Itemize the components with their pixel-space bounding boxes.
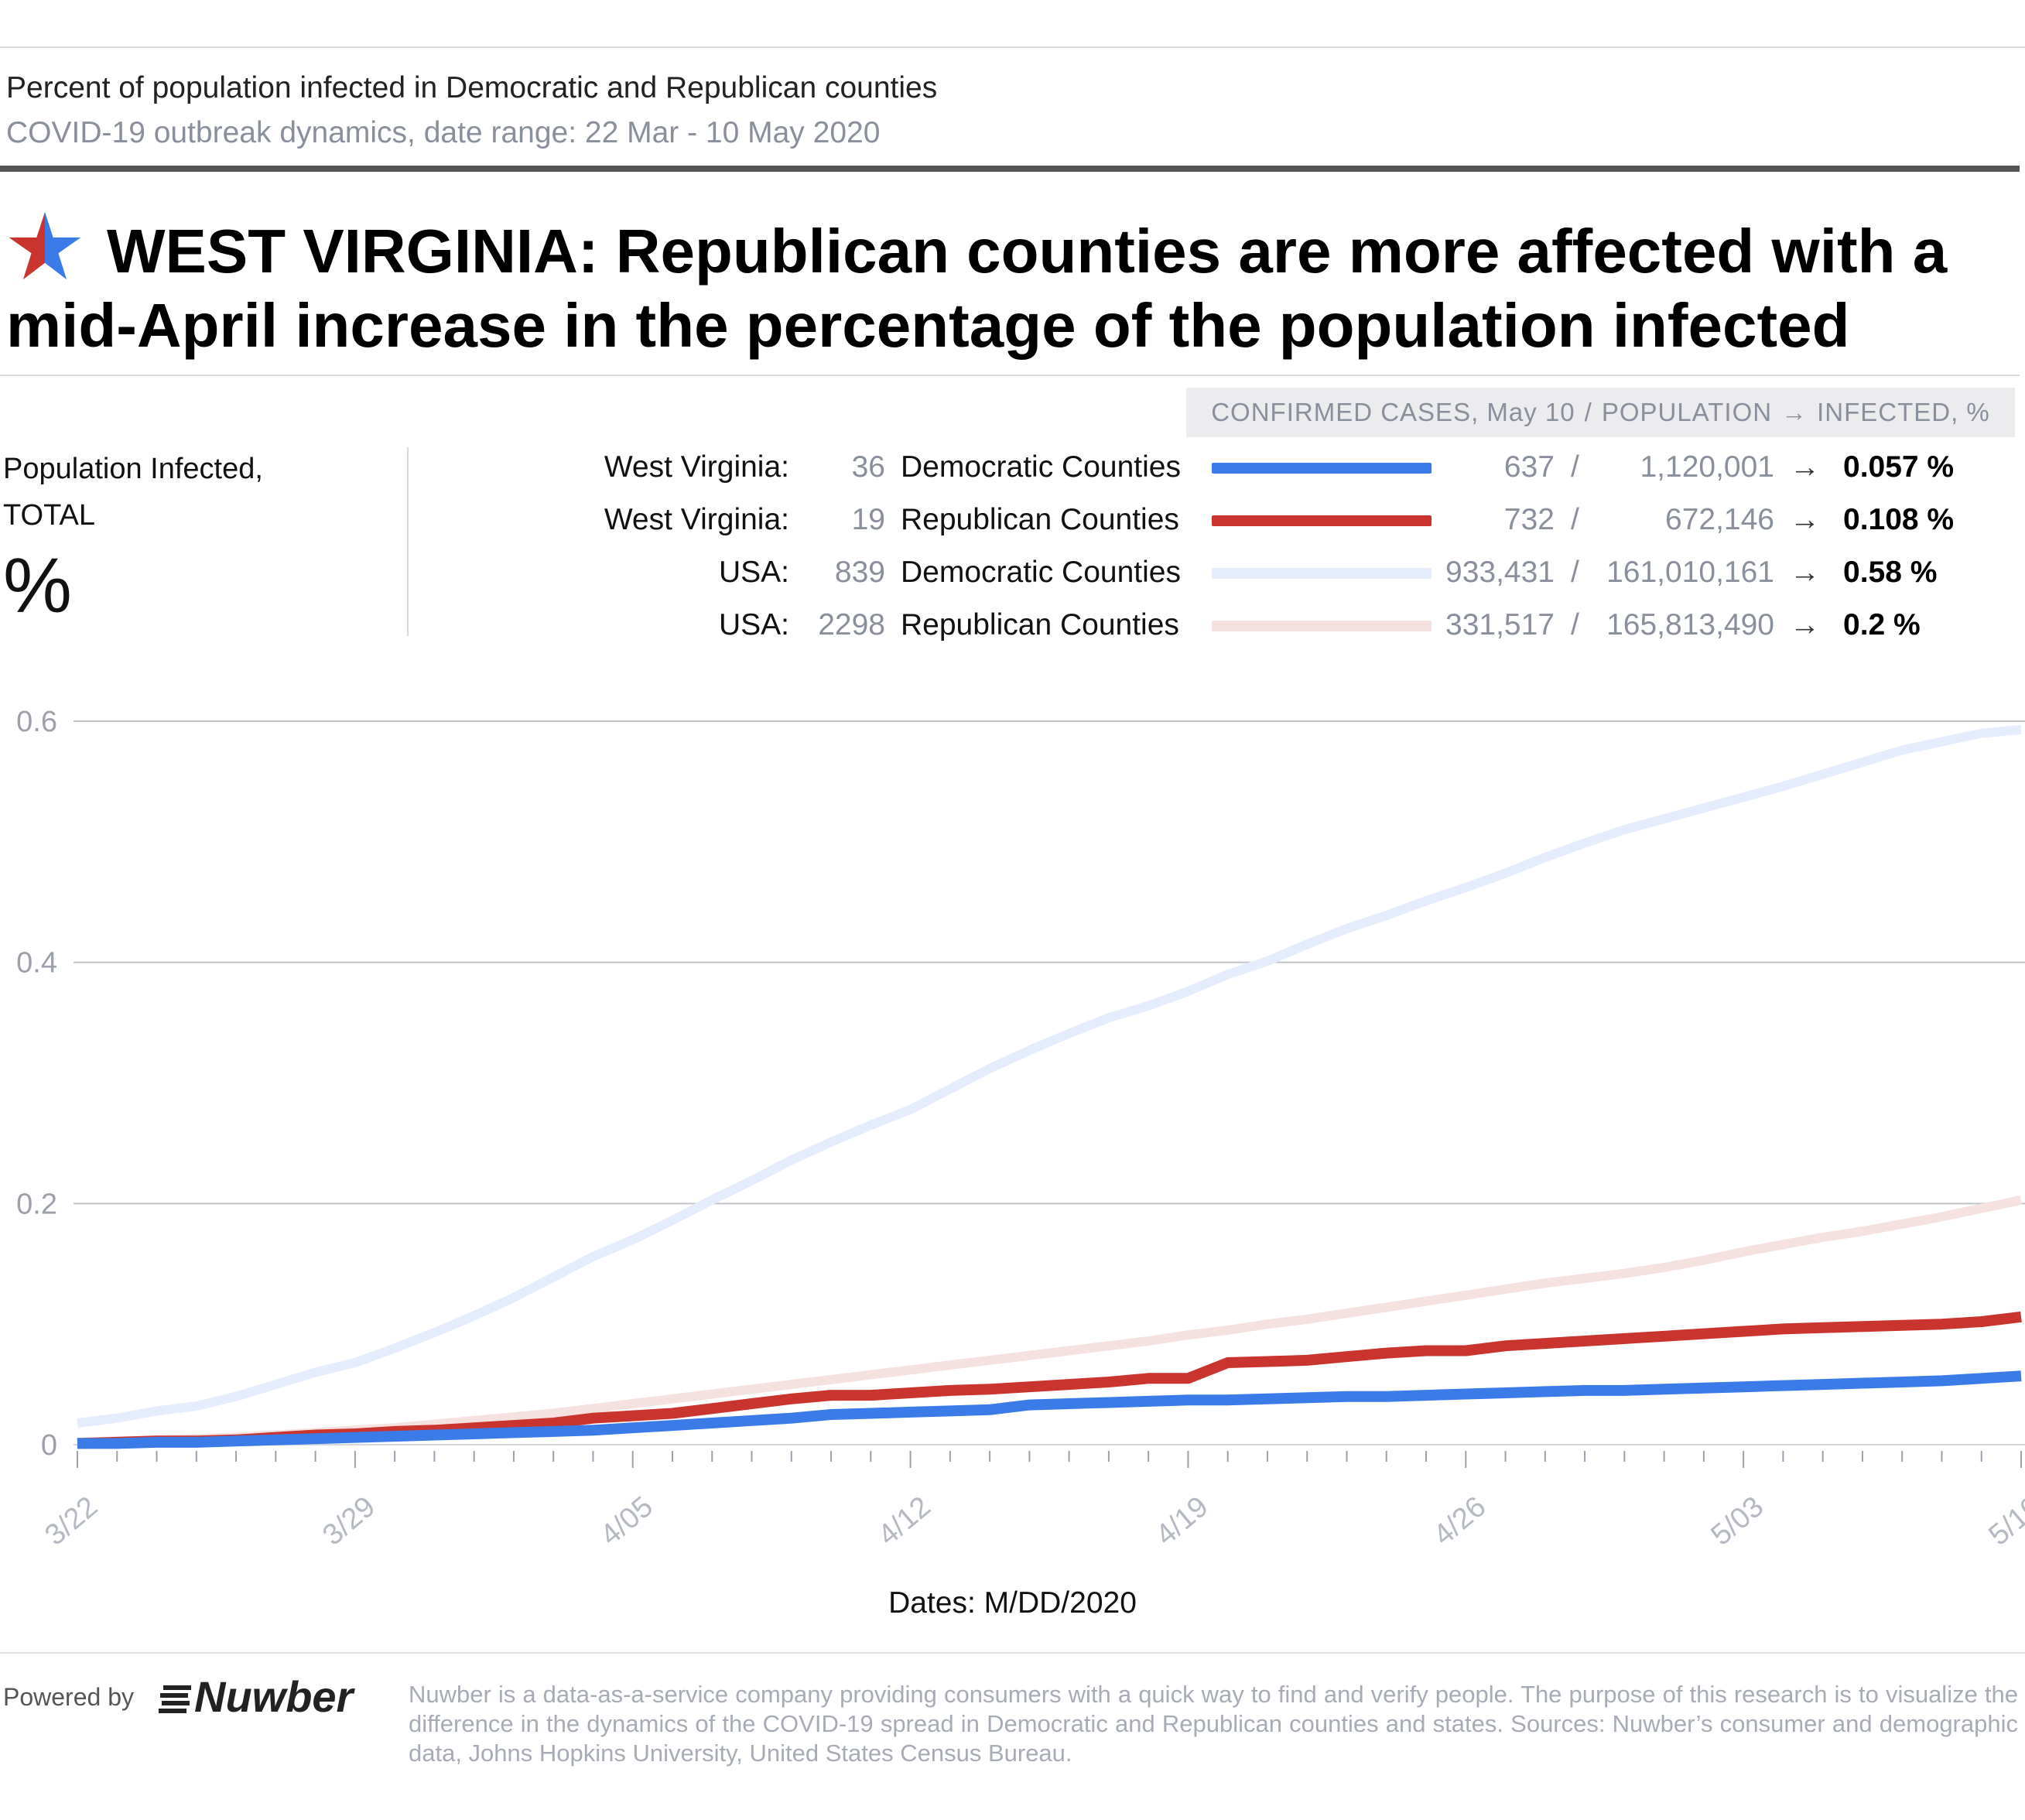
legend-row: West Virginia: 36 Democratic Counties 63… [0, 444, 2025, 491]
x-tick-label: 5/10 [1982, 1490, 2025, 1552]
headline-rule [0, 375, 2020, 376]
x-tick-label: 5/03 [1705, 1490, 1770, 1552]
series-line [77, 1311, 2022, 1449]
logo-bars-icon [159, 1685, 191, 1713]
legend-region: USA: [718, 556, 789, 589]
y-tick-label: 0.2 [16, 1188, 57, 1220]
logo-text: Nuwber [194, 1672, 354, 1721]
legend-infected: 0.2 % [1843, 608, 1921, 641]
legend-swatch [1212, 515, 1432, 526]
legend-header: CONFIRMED CASES, May 10 / POPULATION → I… [1186, 388, 2015, 437]
legend-slash: / [1571, 608, 1579, 641]
x-tick-label: 3/22 [39, 1490, 104, 1552]
legend-swatch [1212, 621, 1432, 631]
nuwber-logo: Nuwber [159, 1671, 353, 1722]
metric-label-line2: TOTAL [3, 499, 95, 532]
star-icon [9, 211, 81, 280]
y-tick-label: 0.4 [16, 947, 57, 980]
legend-population: 1,120,001 [1640, 450, 1774, 484]
legend-arrow: → [1790, 608, 1820, 641]
x-tick-label: 3/29 [316, 1490, 381, 1552]
legend-infected: 0.057 % [1843, 450, 1955, 484]
headline: WEST VIRGINIA: Republican counties are m… [6, 210, 1987, 363]
legend-county-count: 2298 [818, 608, 885, 641]
legend-row: USA: 2298 Republican Counties 331,517 / … [0, 602, 2025, 648]
legend-region: West Virginia: [604, 503, 789, 536]
panel-divider [407, 447, 409, 636]
legend-header-arrow: → [1781, 398, 1808, 426]
legend-slash: / [1571, 556, 1579, 589]
legend-swatch [1212, 463, 1432, 474]
legend-header-cases: CONFIRMED CASES, May 10 [1211, 398, 1575, 426]
x-tick-label: 4/19 [1150, 1490, 1215, 1552]
legend-county-count: 19 [851, 503, 885, 536]
legend-population: 165,813,490 [1606, 608, 1774, 641]
legend-arrow: → [1790, 556, 1820, 589]
legend-cases: 933,431 [1445, 556, 1555, 589]
legend-slash: / [1571, 503, 1579, 536]
legend-county-count: 36 [851, 450, 885, 484]
powered-by-label: Powered by [3, 1683, 134, 1711]
legend-cases: 637 [1503, 450, 1555, 484]
legend-population: 161,010,161 [1606, 556, 1774, 589]
legend-region: USA: [718, 608, 789, 641]
legend-infected: 0.58 % [1843, 556, 1938, 589]
x-tick-label: 4/05 [594, 1490, 659, 1552]
series-line [77, 1370, 2022, 1449]
header-rule [0, 166, 2020, 172]
footnote: Nuwber is a data-as-a-service company pr… [409, 1681, 2018, 1767]
legend-group: Democratic Counties [901, 556, 1181, 589]
legend-header-sep: / [1584, 398, 1592, 426]
legend-infected: 0.108 % [1843, 503, 1955, 536]
line-chart: 0 0.2 0.4 0.6 3/22 3/29 4/05 4/12 4/19 4/26 5/03 5/… [16, 706, 2025, 1552]
legend-slash: / [1571, 450, 1579, 484]
legend-group: Democratic Counties [901, 450, 1181, 484]
legend-swatch [1212, 568, 1432, 579]
headline-text: WEST VIRGINIA: Republican counties are m… [6, 217, 1948, 360]
y-tick-label: 0 [41, 1429, 57, 1462]
chart-subtitle: Percent of population infected in Democr… [6, 71, 938, 104]
date-range-text: COVID-19 outbreak dynamics, date range: … [6, 116, 881, 149]
legend-group: Republican Counties [901, 503, 1179, 536]
legend-header-infected: INFECTED, % [1817, 398, 1990, 426]
legend-arrow: → [1790, 450, 1820, 484]
legend-row: West Virginia: 19 Republican Counties 73… [0, 497, 2025, 543]
legend-cases: 331,517 [1445, 608, 1555, 641]
legend-row: USA: 839 Democratic Counties 933,431 / 1… [0, 549, 2025, 596]
legend-county-count: 839 [834, 556, 885, 589]
y-tick-label: 0.6 [16, 706, 57, 738]
x-tick-label: 4/26 [1428, 1490, 1493, 1552]
legend-region: West Virginia: [604, 450, 789, 484]
top-rule [0, 46, 2025, 48]
unit-label: % [3, 542, 72, 629]
legend-arrow: → [1790, 503, 1820, 536]
x-axis-title: Dates: M/DD/2020 [888, 1586, 1137, 1620]
legend-group: Republican Counties [901, 608, 1179, 641]
metric-label-line1: Population Infected, [3, 453, 263, 485]
legend-header-population: POPULATION [1601, 398, 1773, 426]
metric-label: Population Infected, TOTAL [3, 446, 263, 539]
legend-population: 672,146 [1665, 503, 1774, 536]
series-line [77, 724, 2022, 1428]
legend-cases: 732 [1503, 503, 1555, 536]
footer-rule [0, 1652, 2025, 1654]
x-tick-label: 4/12 [872, 1490, 937, 1552]
